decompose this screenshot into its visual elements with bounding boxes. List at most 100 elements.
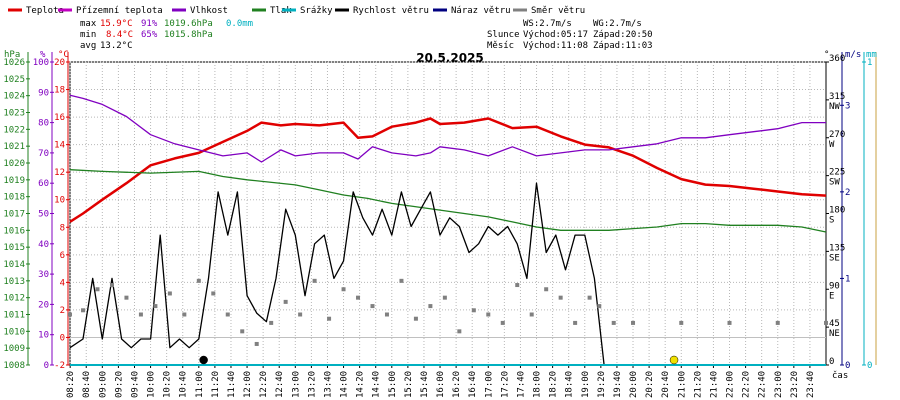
hum-tick-label: 20 bbox=[38, 300, 49, 310]
x-tick-label: 17:00 bbox=[484, 371, 494, 398]
x-tick-label: 19:00 bbox=[581, 371, 591, 398]
dir-tick-label: 180 bbox=[829, 206, 845, 216]
wind-direction-point bbox=[399, 278, 404, 283]
hpa-tick-label: 1009 bbox=[3, 344, 25, 354]
x-tick-label: 14:40 bbox=[372, 371, 382, 398]
x-tick-label: 09:40 bbox=[130, 371, 140, 398]
info-sunset: Západ:20:50 bbox=[593, 30, 653, 40]
legend: Teplota Přízemní teplota Vlhkost Tlak Srážky… bbox=[8, 6, 585, 16]
wind-direction-point bbox=[558, 295, 563, 300]
hpa-tick-label: 1014 bbox=[3, 260, 25, 270]
series-line-2 bbox=[69, 169, 827, 233]
wind-tick-label: 2 bbox=[845, 188, 850, 198]
series-line-3 bbox=[69, 182, 826, 366]
stats-max-label: max bbox=[80, 19, 97, 29]
dir-tick-label: 135 bbox=[829, 243, 845, 253]
hpa-tick-label: 1023 bbox=[3, 109, 25, 119]
wind-direction-point bbox=[167, 291, 172, 296]
x-tick-label: 11:20 bbox=[211, 371, 221, 398]
wind-direction-point bbox=[312, 278, 317, 283]
wind-direction-point bbox=[457, 329, 462, 334]
hpa-tick-label: 1015 bbox=[3, 243, 25, 253]
dir-name-label: SE bbox=[829, 253, 840, 263]
wind-direction-point bbox=[109, 283, 114, 288]
wind-direction-point bbox=[442, 295, 447, 300]
info-moonset: Západ:11:03 bbox=[593, 41, 653, 51]
info-moon-label: Měsíc bbox=[487, 41, 514, 51]
x-tick-label: 13:00 bbox=[291, 371, 301, 398]
hum-tick-label: 70 bbox=[38, 149, 49, 159]
wind-direction-point bbox=[283, 299, 288, 304]
hpa-tick-label: 1017 bbox=[3, 210, 25, 220]
wind-direction-point bbox=[240, 329, 245, 334]
temp-axis-title: °C bbox=[58, 50, 69, 60]
x-tick-label: 10:00 bbox=[147, 371, 157, 398]
wind-direction-point bbox=[211, 291, 216, 296]
rain-axis-title: mm bbox=[866, 50, 877, 60]
stats-max-hum: 91% bbox=[141, 19, 158, 29]
dir-tick-label: 0 bbox=[829, 357, 834, 367]
temp-tick-label: -2 bbox=[54, 361, 65, 371]
dir-tick-label: 225 bbox=[829, 168, 845, 178]
x-tick-label: 15:20 bbox=[404, 371, 414, 398]
series-line-1 bbox=[69, 94, 826, 163]
hpa-tick-label: 1008 bbox=[3, 361, 25, 371]
legend-item: Tlak bbox=[270, 6, 292, 16]
x-tick-label: 14:20 bbox=[356, 371, 366, 398]
hum-tick-label: 100 bbox=[33, 58, 49, 68]
hum-tick-label: 60 bbox=[38, 179, 49, 189]
wind-direction-point bbox=[471, 308, 476, 313]
wind-tick-label: 1 bbox=[845, 274, 850, 284]
wind-direction-point bbox=[225, 312, 230, 317]
x-tick-label: 22:40 bbox=[758, 371, 768, 398]
hpa-tick-label: 1025 bbox=[3, 75, 25, 85]
info-sunrise: Východ:05:17 bbox=[523, 30, 588, 40]
temp-tick-label: 10 bbox=[54, 196, 65, 206]
dir-tick-label: 315 bbox=[829, 92, 845, 102]
rain-tick-label: 1 bbox=[867, 58, 872, 68]
hpa-tick-label: 1013 bbox=[3, 277, 25, 287]
x-tick-label: 19:40 bbox=[613, 371, 623, 398]
wind-direction-point bbox=[597, 304, 602, 309]
info-block: WS:2.7m/s WG:2.7m/s Slunce Východ:05:17 … bbox=[487, 19, 653, 51]
dir-name-label: NW bbox=[829, 102, 840, 112]
dir-name-label: S bbox=[829, 216, 834, 226]
stats-min-temp: 8.4°C bbox=[106, 30, 133, 40]
hpa-tick-label: 1024 bbox=[3, 92, 25, 102]
wind-direction-point bbox=[775, 320, 780, 325]
wind-direction-point bbox=[182, 312, 187, 317]
info-sun-label: Slunce bbox=[487, 30, 520, 40]
x-tick-label: 21:00 bbox=[677, 371, 687, 398]
stats-block: max 15.9°C 91% 1019.6hPa 0.0mm min 8.4°C… bbox=[80, 19, 253, 51]
dir-tick-label: 90 bbox=[829, 281, 840, 291]
wind-tick-label: 0 bbox=[845, 361, 850, 371]
x-tick-label: 18:40 bbox=[565, 371, 575, 398]
wind-direction-point bbox=[631, 320, 636, 325]
temp-tick-label: 0 bbox=[60, 333, 65, 343]
stats-rain: 0.0mm bbox=[226, 19, 253, 29]
wind-direction-point bbox=[824, 320, 828, 325]
sun-marker bbox=[669, 355, 679, 365]
x-tick-label: 19:20 bbox=[597, 371, 607, 398]
x-tick-label: 20:40 bbox=[661, 371, 671, 398]
wind-direction-point bbox=[611, 320, 616, 325]
x-tick-label: 16:20 bbox=[452, 371, 462, 398]
dir-axis-title: ° bbox=[824, 50, 829, 60]
x-tick-label: 20:00 bbox=[629, 371, 639, 398]
wind-direction-point bbox=[153, 304, 158, 309]
dir-tick-label: 270 bbox=[829, 130, 845, 140]
wind-direction-point bbox=[727, 320, 732, 325]
x-tick-label: 16:00 bbox=[436, 371, 446, 398]
legend-item: Směr větru bbox=[531, 6, 585, 16]
chart-title: 20.5.2025 bbox=[416, 51, 484, 65]
x-tick-label: 13:40 bbox=[323, 371, 333, 398]
plot-area bbox=[68, 61, 828, 366]
x-tick-label: 17:20 bbox=[500, 371, 510, 398]
wind-direction-point bbox=[413, 316, 418, 321]
hpa-tick-label: 1022 bbox=[3, 125, 25, 135]
temp-tick-label: 18 bbox=[54, 86, 65, 96]
temp-tick-label: 14 bbox=[54, 141, 65, 151]
stats-min-hum: 65% bbox=[141, 30, 158, 40]
axes: hPa% °C1008100910101011101210131014101510… bbox=[3, 50, 877, 398]
x-tick-label: 16:40 bbox=[468, 371, 478, 398]
